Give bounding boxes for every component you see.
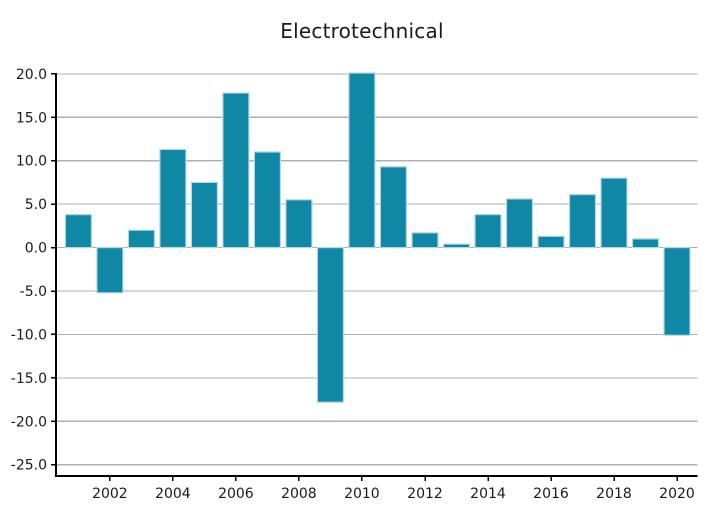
chart-title: Electrotechnical xyxy=(280,19,444,43)
y-tick-label--5: -5.0 xyxy=(20,284,47,300)
x-tick-label-2018: 2018 xyxy=(596,486,632,502)
y-tick-label--15: -15.0 xyxy=(11,371,47,387)
bar-2013 xyxy=(442,243,471,249)
bar-2003 xyxy=(127,229,155,249)
bar-2019 xyxy=(631,238,660,249)
x-tick-label-2020: 2020 xyxy=(659,486,695,502)
y-tick-label-0: 0.0 xyxy=(25,241,47,257)
y-tick-label-10: 10.0 xyxy=(16,154,47,170)
bar-2017 xyxy=(568,194,597,249)
x-tick-label-2014: 2014 xyxy=(470,486,506,502)
x-tick-label-2012: 2012 xyxy=(407,486,443,502)
bar-2001 xyxy=(64,214,93,249)
x-tick-label-2004: 2004 xyxy=(155,486,191,502)
x-tick-label-2010: 2010 xyxy=(344,486,380,502)
y-tick-label--10: -10.0 xyxy=(11,327,47,343)
bar-2014 xyxy=(474,214,502,249)
y-tick-label-15: 15.0 xyxy=(16,110,47,126)
bar-2007 xyxy=(253,151,281,249)
bar-2006 xyxy=(222,92,250,249)
y-tick-label--25: -25.0 xyxy=(11,458,47,474)
bar-2012 xyxy=(411,232,439,249)
bar-2005 xyxy=(190,181,218,249)
y-tick-label-5: 5.0 xyxy=(25,197,47,213)
bar-2009 xyxy=(316,247,344,403)
bar-2015 xyxy=(505,198,534,249)
x-tick-label-2016: 2016 xyxy=(533,486,569,502)
bar-2008 xyxy=(285,199,313,249)
x-tick-label-2002: 2002 xyxy=(92,486,128,502)
y-tick-label-20: 20.0 xyxy=(16,67,47,83)
bar-2016 xyxy=(537,235,565,249)
bar-2002 xyxy=(96,247,124,294)
bar-2010 xyxy=(348,72,376,249)
bar-2018 xyxy=(600,177,628,249)
bar-2011 xyxy=(379,166,407,249)
y-tick-label--20: -20.0 xyxy=(11,414,47,430)
bar-2020 xyxy=(663,247,691,336)
bar-2004 xyxy=(159,148,187,249)
x-tick-label-2008: 2008 xyxy=(281,486,317,502)
x-tick-label-2006: 2006 xyxy=(218,486,254,502)
